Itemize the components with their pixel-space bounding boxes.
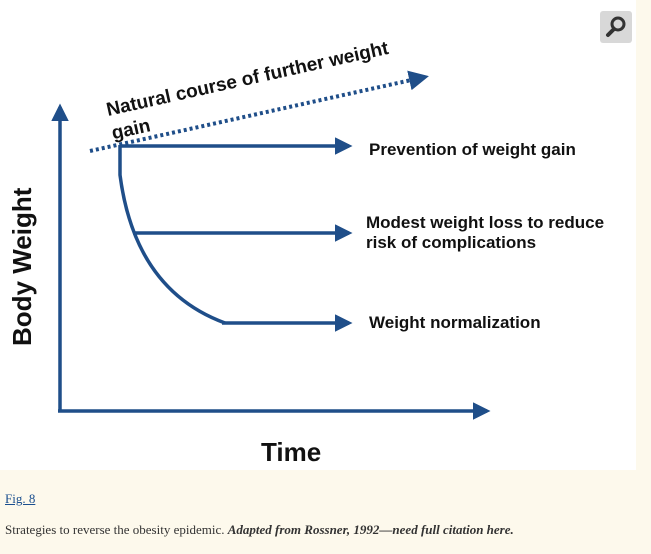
weight-trajectory-curve — [118, 145, 226, 325]
zoom-button[interactable] — [600, 11, 632, 43]
caption-citation-note: Adapted from Rossner, 1992—need full cit… — [227, 522, 514, 537]
modest-loss-label-line1: Modest weight loss to reduce — [366, 213, 604, 232]
x-axis-label: Time — [261, 437, 321, 467]
magnifier-icon — [606, 16, 626, 37]
figure-caption: Strategies to reverse the obesity epidem… — [5, 522, 645, 538]
prevention-label: Prevention of weight gain — [369, 140, 576, 159]
normalization-label: Weight normalization — [369, 313, 541, 332]
natural-course-label-line2: gain — [110, 115, 153, 144]
strategy-diagram: Natural course of further weight gain Pr… — [7, 38, 604, 467]
natural-course-label-line1: Natural course of further weight — [105, 38, 392, 121]
modest-loss-label-line2: risk of complications — [366, 233, 536, 252]
figure-panel: Natural course of further weight gain Pr… — [0, 0, 636, 470]
figure-link[interactable]: Fig. 8 — [5, 491, 36, 506]
y-axis-label: Body Weight — [7, 187, 37, 346]
caption-text: Strategies to reverse the obesity epidem… — [5, 522, 228, 537]
